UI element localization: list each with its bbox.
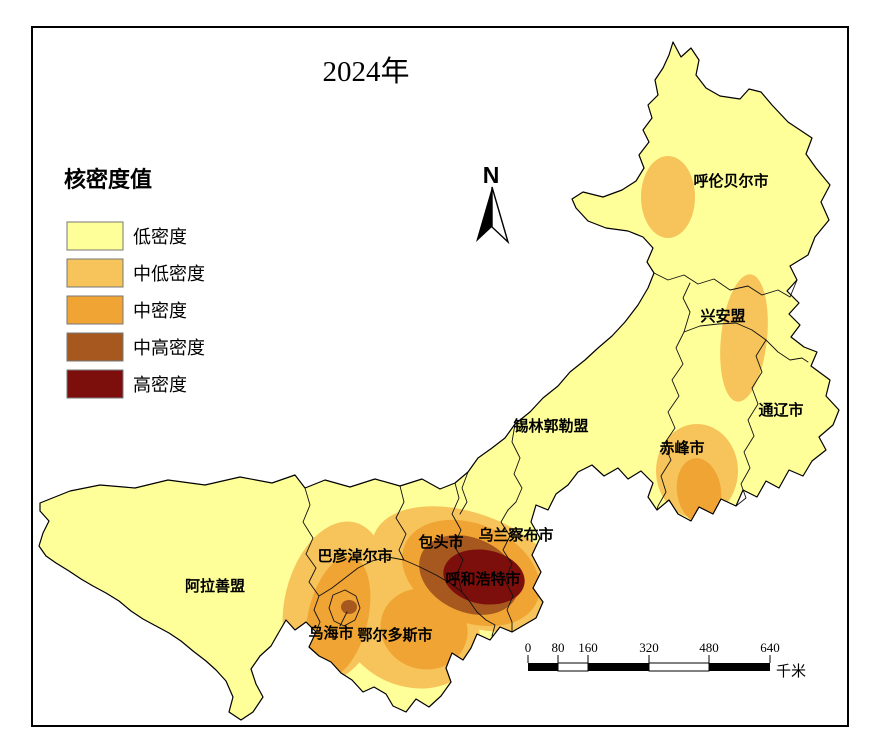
legend-swatch-high xyxy=(66,369,124,399)
north-arrow-label: N xyxy=(483,162,500,188)
scale-unit-label: 千米 xyxy=(776,663,806,680)
boundary-ulanqab-baotou-north xyxy=(459,471,469,515)
region-label-ulanqab: 乌兰察布市 xyxy=(478,526,553,544)
leader-line-wuhai xyxy=(339,611,348,627)
scale-ticks xyxy=(527,655,771,663)
boundary-xilingol-chifeng xyxy=(656,331,685,511)
boundary-hulunbuir-xingan xyxy=(653,272,798,298)
region-label-baotou: 包头市 xyxy=(418,533,463,551)
province-outline xyxy=(38,41,840,721)
legend-label-low: 低密度 xyxy=(133,227,187,247)
region-label-wuhai: 乌海市 xyxy=(308,624,353,642)
scale-segment-5 xyxy=(709,663,770,671)
legend-label-medium: 中密度 xyxy=(133,301,187,321)
blob-xingan xyxy=(720,274,768,402)
map-frame xyxy=(31,26,849,727)
legend-label-medium-high: 中高密度 xyxy=(133,338,205,358)
region-label-hohhot: 呼和浩特市 xyxy=(445,570,520,588)
legend-swatch-low xyxy=(66,221,124,251)
scale-tick-label-640: 640 xyxy=(760,640,780,655)
blob-hohhot-core xyxy=(443,549,525,605)
legend-swatch-medium-low xyxy=(66,258,124,288)
north-arrow-left-half xyxy=(476,187,492,242)
region-label-hulunbuir: 呼伦贝尔市 xyxy=(693,172,768,190)
scale-segment-1 xyxy=(528,663,558,671)
region-label-ordos: 鄂尔多斯市 xyxy=(357,626,432,644)
legend-title: 核密度值 xyxy=(64,167,152,192)
scale-segment-4 xyxy=(648,662,710,672)
boundary-yellow-river-ordos xyxy=(318,556,496,637)
blob-hulunbuir xyxy=(641,156,695,238)
boundary-wuhai xyxy=(328,589,361,627)
scale-tick-label-480: 480 xyxy=(699,640,719,655)
page-title: 2024年 xyxy=(322,55,409,88)
province-base-low-density xyxy=(39,42,839,720)
scale-segment-2 xyxy=(557,662,589,672)
boundary-hohhot-ulanqab xyxy=(500,509,514,633)
blob-wuhai-dot xyxy=(341,600,357,614)
blob-chifeng-core xyxy=(676,458,722,524)
north-arrow-right-half xyxy=(491,186,510,245)
legend-swatch-medium xyxy=(66,295,124,325)
boundary-alxa-bayannur xyxy=(302,487,321,633)
region-label-tongliao: 通辽市 xyxy=(758,401,803,419)
boundary-xilingol-ulanqab xyxy=(507,423,523,511)
region-labels: 呼伦贝尔市 兴安盟 通辽市 锡林郭勒盟 赤峰市 乌兰察布市 包头市 巴彦淖尔市 … xyxy=(185,172,804,644)
north-arrow: N xyxy=(476,162,510,245)
density-surface-layer xyxy=(282,156,768,689)
boundary-xingan-tongliao xyxy=(683,322,809,363)
region-label-alxa: 阿拉善盟 xyxy=(185,577,245,595)
region-label-xilingol: 锡林郭勒盟 xyxy=(513,417,588,435)
internal-boundaries xyxy=(302,272,809,637)
boundary-bayannur-baotou xyxy=(395,485,407,561)
region-label-chifeng: 赤峰市 xyxy=(659,439,704,457)
boundary-xingan-west xyxy=(682,282,691,333)
scale-tick-label-0: 0 xyxy=(525,640,532,655)
scale-segment-3 xyxy=(588,663,649,671)
region-label-xingan: 兴安盟 xyxy=(700,307,745,325)
boundary-chifeng-tongliao xyxy=(735,339,767,507)
blob-ordos-medium xyxy=(380,588,468,670)
scale-bar: 0 80 160 320 480 640 千米 xyxy=(525,640,806,680)
scale-tick-label-160: 160 xyxy=(578,640,598,655)
boundary-baotou-hohhot xyxy=(451,482,464,593)
scale-tick-label-80: 80 xyxy=(552,640,565,655)
region-label-bayannur: 巴彦淖尔市 xyxy=(317,547,392,565)
legend-label-medium-low: 中低密度 xyxy=(133,264,205,284)
blob-west-band-core xyxy=(305,556,371,678)
legend-swatch-medium-high xyxy=(66,332,124,362)
legend: 核密度值 低密度 中低密度 中密度 中高密度 高密度 xyxy=(64,167,205,399)
scale-tick-label-320: 320 xyxy=(639,640,659,655)
density-medium-blobs xyxy=(305,458,722,678)
legend-label-high: 高密度 xyxy=(133,375,187,395)
